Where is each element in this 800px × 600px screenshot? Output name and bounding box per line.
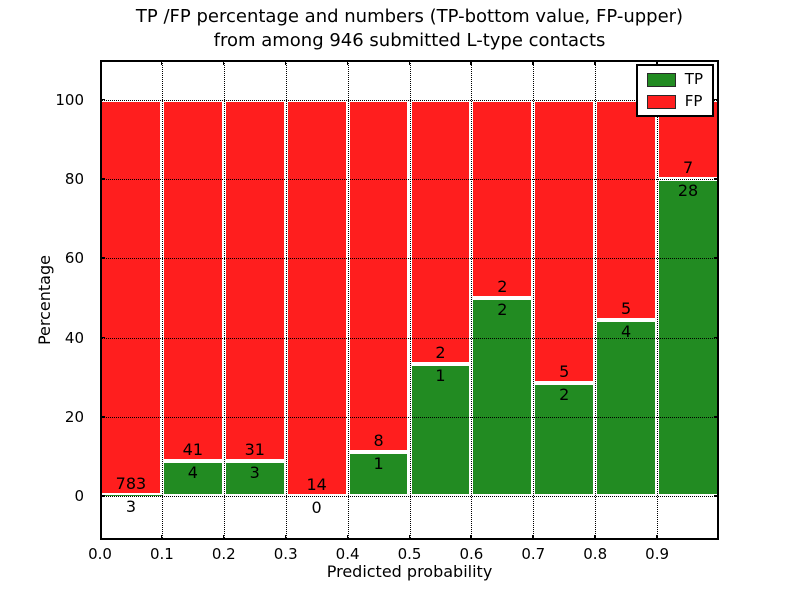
y-axis-tick-right: [714, 416, 719, 418]
bar-segment-fp: [533, 99, 596, 383]
y-axis-tick-right: [714, 257, 719, 259]
plot-area: 783 3 41 4 31 3 14 0 8 1 2 1 2 2 5 2 5 4 7 28 TP FP: [100, 60, 719, 540]
x-axis-tick: [160, 535, 163, 540]
x-axis-tick: [656, 535, 658, 540]
gridline-vertical: [657, 60, 659, 540]
x-axis-tick-top: [160, 60, 163, 65]
x-axis-tick: [346, 535, 349, 540]
y-axis-tick: [100, 178, 105, 180]
legend-label-tp: TP: [684, 70, 703, 88]
x-tick-label: 0.8: [583, 545, 608, 563]
y-axis-tick: [100, 495, 105, 497]
legend-item-tp: TP: [646, 70, 703, 88]
bar-segment-fp: [409, 99, 472, 365]
bar-segment-fp: [285, 99, 348, 497]
gridline-vertical: [471, 60, 473, 540]
bar-segment-fp: [347, 99, 410, 453]
bar-segment-fp: [161, 99, 224, 462]
x-tick-label: 0.6: [459, 545, 484, 563]
y-axis-tick: [100, 416, 105, 418]
x-tick-label: 0.0: [88, 545, 112, 563]
x-axis-tick-top: [470, 60, 472, 65]
x-tick-label: 0.5: [397, 545, 422, 563]
x-tick-label: 0.9: [645, 545, 670, 563]
bar-segment-fp: [223, 99, 286, 462]
legend-label-fp: FP: [684, 92, 703, 110]
legend-swatch-fp-icon: [646, 94, 676, 109]
bar-segment-fp: [471, 99, 534, 298]
legend: TP FP: [635, 64, 714, 117]
chart-title-line1: TP /FP percentage and numbers (TP-bottom…: [135, 6, 684, 27]
y-axis-tick-right: [714, 336, 719, 339]
x-axis-tick-top: [594, 60, 596, 65]
x-tick-label: 0.2: [211, 545, 236, 563]
x-tick-label: 0.4: [335, 545, 360, 563]
bar-segment-fp: [100, 99, 162, 495]
x-axis-tick-labels: 0.0 0.1 0.2 0.3 0.4 0.5 0.6 0.7 0.8 0.9: [88, 545, 719, 565]
y-axis-tick-labels: 0 20 40 60 80 100: [0, 60, 92, 540]
gridline-vertical: [595, 60, 597, 540]
bar-segment-tp: [347, 452, 410, 497]
x-axis-tick-top: [222, 60, 225, 65]
y-axis-tick-right: [714, 495, 719, 497]
gridline-vertical: [161, 60, 163, 540]
grid-layer: [100, 60, 719, 540]
y-tick-label: 40: [64, 328, 84, 347]
chart-title-line2: from among 946 submitted L-type contacts: [213, 30, 606, 51]
gridline-vertical: [285, 60, 287, 540]
bar-segment-tp: [409, 364, 472, 497]
bar-segment-fp: [595, 99, 658, 321]
x-axis-label: Predicted probability: [326, 562, 493, 581]
y-axis-tick-right: [714, 178, 719, 180]
bar-segment-tp: [595, 320, 658, 497]
x-tick-label: 0.1: [149, 545, 174, 563]
bar-segment-tp: [533, 383, 596, 497]
y-axis-tick: [100, 98, 105, 101]
gridline-vertical: [533, 60, 535, 540]
gridline-vertical: [409, 60, 411, 540]
gridline-vertical: [223, 60, 225, 540]
y-tick-label: 80: [64, 170, 84, 188]
x-axis-tick-top: [346, 60, 349, 65]
legend-item-fp: FP: [646, 92, 703, 110]
bar-segment-tp: [223, 461, 286, 497]
x-axis-tick-top: [656, 60, 658, 65]
y-axis-tick-right: [714, 98, 719, 101]
y-tick-label: 60: [64, 249, 84, 268]
y-axis-tick: [100, 257, 105, 259]
legend-swatch-tp-icon: [646, 72, 676, 87]
x-tick-label: 0.7: [521, 545, 546, 563]
chart-title: TP /FP percentage and numbers (TP-bottom…: [100, 5, 719, 53]
x-axis-tick-top: [284, 60, 287, 65]
ticks-layer: [100, 60, 719, 540]
x-axis-tick: [408, 535, 410, 540]
x-axis-tick: [470, 535, 472, 540]
bar-segment-tp: [471, 298, 534, 497]
x-axis-tick: [532, 535, 534, 540]
gridline-vertical: [347, 60, 349, 540]
bar-segment-tp: [100, 494, 162, 497]
y-tick-label: 100: [55, 90, 84, 109]
y-tick-label: 20: [64, 408, 84, 427]
x-axis-tick: [594, 535, 596, 540]
x-axis-tick-top: [532, 60, 534, 65]
bar-segment-tp: [161, 461, 224, 497]
x-axis-tick-top: [408, 60, 410, 65]
x-axis-tick: [284, 535, 287, 540]
x-tick-label: 0.3: [273, 545, 298, 563]
x-axis-tick: [222, 535, 225, 540]
y-axis-tick: [100, 336, 105, 339]
y-tick-label: 0: [74, 487, 84, 506]
